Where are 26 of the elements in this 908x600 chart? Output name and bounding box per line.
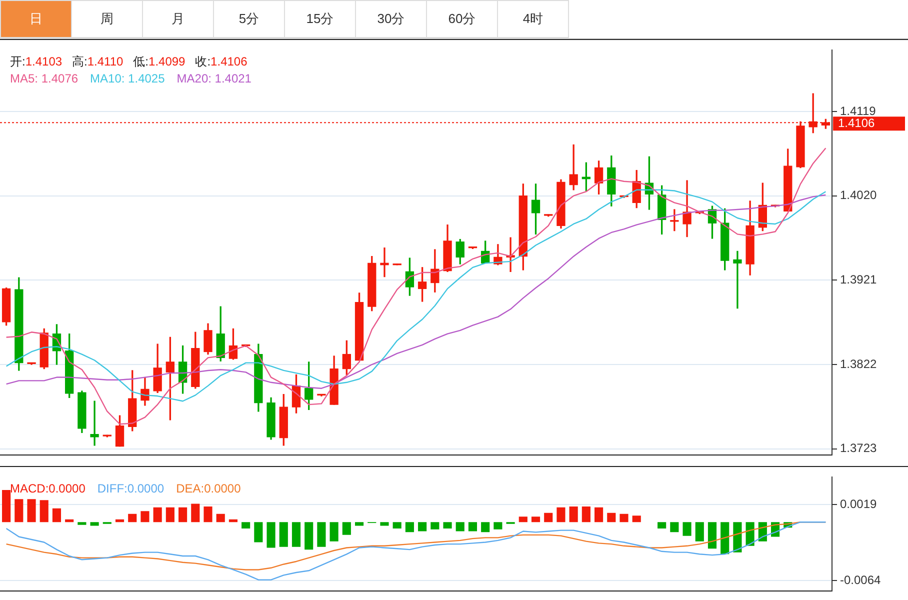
text: 5分 (213, 0, 285, 38)
ref-line-label: 1.4106 (838, 116, 876, 130)
text: 30分 (355, 0, 427, 38)
y-tick-label: 0.0019 (840, 496, 878, 511)
annotation: 低:1.4099 (133, 54, 186, 69)
text: 周 (71, 0, 143, 38)
text: 15分 (284, 0, 356, 38)
text: 60分 (426, 0, 498, 38)
y-tick-label: 1.4119 (840, 104, 876, 118)
annotation: 高:1.4110 (72, 54, 124, 69)
text: 4时 (497, 0, 569, 38)
annotation: 开:1.4103 (10, 54, 62, 69)
series-label: MACD:0.0000 (10, 482, 86, 496)
text: MA5: 1.4076 (10, 72, 78, 86)
text: DIFF:0.0000 (97, 482, 164, 496)
y-tick-label: 1.4020 (840, 188, 878, 202)
y-tick-label: 1.3921 (840, 272, 878, 286)
y-tick-label: 1.3822 (840, 356, 878, 371)
text: DEA:0.0000 (176, 482, 242, 496)
text: MA10: 1.4025 (90, 72, 166, 86)
y-tick-label: -0.0064 (840, 573, 882, 588)
annotation: 收:1.4106 (195, 54, 248, 69)
y-tick-label: 1.3723 (840, 441, 878, 456)
text: 日 (0, 0, 72, 38)
text: 月 (142, 0, 214, 38)
text: MA20: 1.4021 (176, 72, 252, 86)
